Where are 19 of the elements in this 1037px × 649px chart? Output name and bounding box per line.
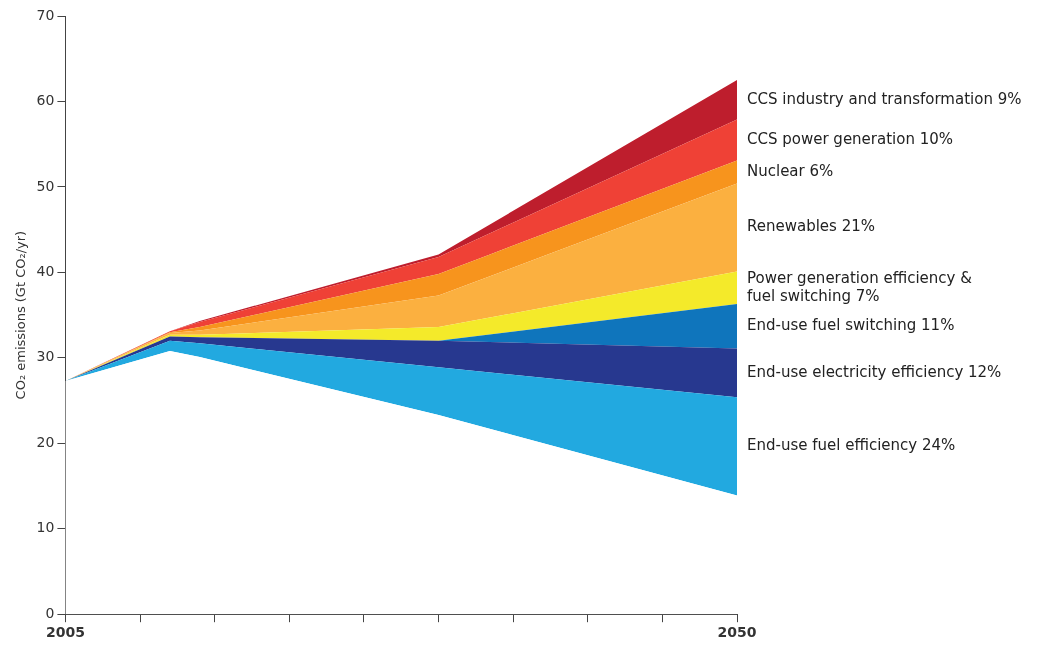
series-label: Nuclear 6% <box>747 161 834 180</box>
series-label: Power generation efficiency & fuel switching 7% <box>747 268 973 305</box>
y-tick-label: 30 <box>36 348 55 365</box>
series-label: CCS industry and transformation 9% <box>747 89 1022 108</box>
y-tick-label: 60 <box>36 92 55 109</box>
y-tick-label: 40 <box>36 263 55 280</box>
series-label: End-use electricity efficiency 12% <box>747 362 1002 381</box>
series-label: End-use fuel switching 11% <box>747 316 955 335</box>
x-tick-label: 2005 <box>45 624 85 641</box>
y-tick-label: 70 <box>36 6 55 23</box>
x-tick-label: 2050 <box>717 624 757 641</box>
series-label: CCS power generation 10% <box>747 129 954 148</box>
y-tick-label: 10 <box>36 519 55 536</box>
y-tick-label: 20 <box>36 433 55 450</box>
y-tick-label: 50 <box>36 177 55 194</box>
y-tick-label: 0 <box>45 604 55 621</box>
series-label: End-use fuel efficiency 24% <box>747 436 956 455</box>
series-label: Renewables 21% <box>747 217 876 236</box>
y-axis-title: CO₂ emissions (Gt CO₂/yr) <box>13 230 29 400</box>
